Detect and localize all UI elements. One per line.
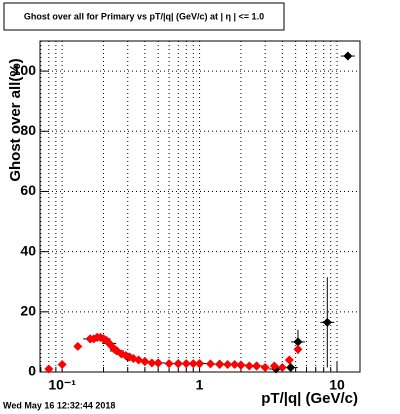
marker	[236, 360, 246, 370]
marker	[164, 359, 174, 369]
marker	[181, 359, 191, 369]
marker	[173, 359, 183, 369]
y-tick-label: 60	[20, 182, 36, 198]
marker	[286, 362, 296, 372]
marker	[277, 362, 287, 372]
marker	[73, 341, 83, 351]
x-tick-label: 10	[329, 377, 345, 393]
y-axis-label: Ghost over all(%)	[7, 58, 24, 181]
marker	[153, 358, 163, 368]
marker	[140, 356, 150, 366]
chart-title: Ghost over all for Primary vs pT/|q| (Ge…	[24, 11, 264, 21]
x-tick-label: 1	[196, 377, 204, 393]
y-tick-label: 80	[20, 122, 36, 138]
marker	[188, 359, 198, 369]
marker	[293, 337, 303, 347]
marker	[215, 359, 225, 369]
plot-frame	[39, 40, 361, 373]
marker	[223, 359, 233, 369]
marker	[293, 344, 303, 354]
marker	[205, 359, 215, 369]
footer: Wed May 16 12:32:44 2018	[3, 400, 115, 410]
marker	[44, 364, 54, 374]
title-box	[3, 2, 285, 31]
y-tick-label: 40	[20, 242, 36, 258]
x-tick-label: 10⁻¹	[48, 377, 76, 393]
marker	[343, 51, 353, 61]
marker	[147, 358, 157, 368]
marker	[244, 361, 254, 371]
marker	[230, 359, 240, 369]
y-tick-label: 20	[20, 303, 36, 319]
marker	[195, 359, 205, 369]
marker	[322, 317, 332, 327]
marker	[284, 355, 294, 365]
y-tick-label: 100	[13, 62, 37, 78]
marker	[57, 359, 67, 369]
marker	[269, 361, 279, 371]
marker	[260, 362, 270, 372]
x-axis-label: pT/|q| (GeV/c)	[261, 390, 358, 407]
y-tick-label: 0	[28, 363, 36, 379]
marker	[252, 361, 262, 371]
marker	[134, 355, 144, 365]
